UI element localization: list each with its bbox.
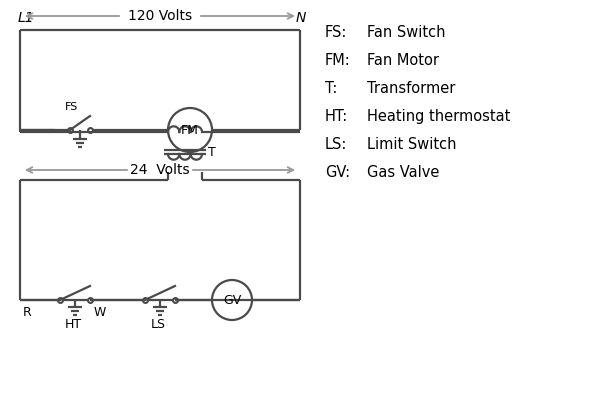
Text: Heating thermostat: Heating thermostat bbox=[367, 109, 510, 124]
Text: R: R bbox=[23, 306, 32, 319]
Text: FS:: FS: bbox=[325, 25, 348, 40]
Text: GV:: GV: bbox=[325, 165, 350, 180]
Text: N: N bbox=[296, 11, 306, 25]
Text: HT:: HT: bbox=[325, 109, 348, 124]
Text: GV: GV bbox=[223, 294, 241, 306]
Text: FM: FM bbox=[181, 124, 199, 136]
Text: FS: FS bbox=[65, 102, 78, 112]
Text: Transformer: Transformer bbox=[367, 81, 455, 96]
Text: HT: HT bbox=[64, 318, 81, 331]
Text: Limit Switch: Limit Switch bbox=[367, 137, 457, 152]
Text: T: T bbox=[208, 146, 216, 158]
Text: W: W bbox=[94, 306, 106, 319]
Text: 24  Volts: 24 Volts bbox=[130, 163, 190, 177]
Text: LS:: LS: bbox=[325, 137, 348, 152]
Text: Fan Motor: Fan Motor bbox=[367, 53, 439, 68]
Text: T:: T: bbox=[325, 81, 337, 96]
Text: FM:: FM: bbox=[325, 53, 350, 68]
Text: 120 Volts: 120 Volts bbox=[128, 9, 192, 23]
Text: LS: LS bbox=[150, 318, 166, 331]
Text: L1: L1 bbox=[18, 11, 35, 25]
Text: Gas Valve: Gas Valve bbox=[367, 165, 440, 180]
Text: Fan Switch: Fan Switch bbox=[367, 25, 445, 40]
